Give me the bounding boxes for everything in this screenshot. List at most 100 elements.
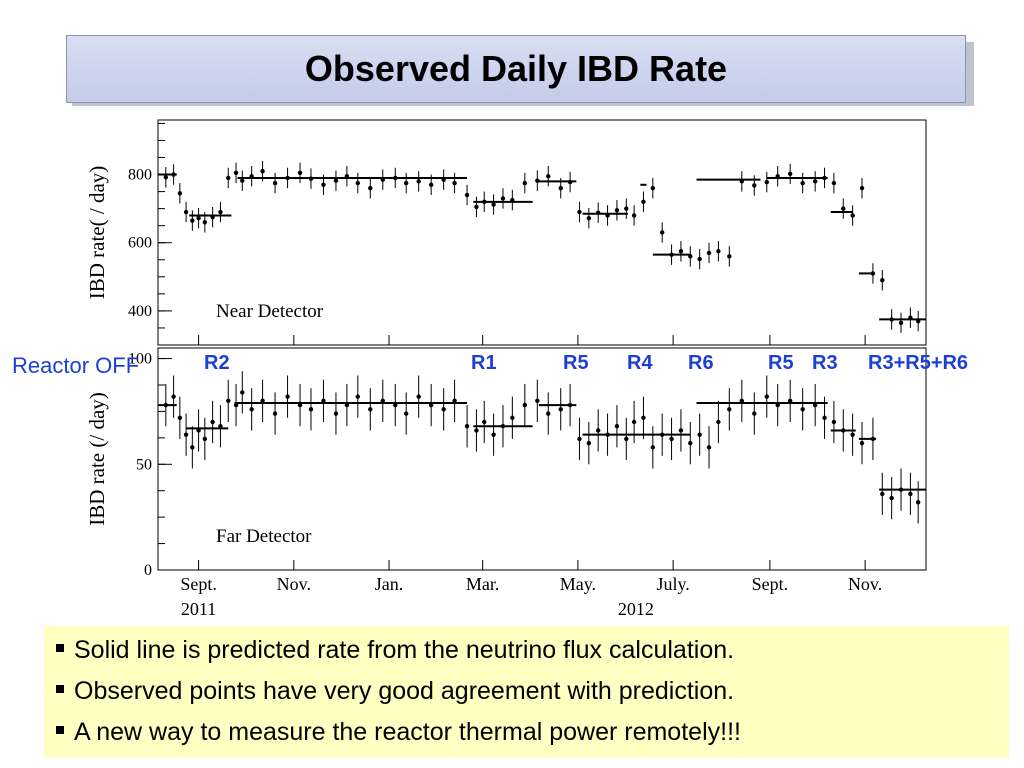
far-data-point bbox=[764, 394, 769, 399]
near-data-point bbox=[202, 220, 208, 225]
far-data-point bbox=[614, 424, 620, 429]
far-data-point bbox=[567, 402, 573, 408]
near-data-point bbox=[641, 199, 646, 205]
far-data-point bbox=[393, 402, 398, 408]
near-plot-frame bbox=[157, 119, 927, 346]
far-data-point bbox=[441, 407, 446, 412]
far-y-axis-label: IBD rate (/ day) bbox=[85, 392, 109, 526]
near-data-point bbox=[249, 174, 254, 179]
far-data-point bbox=[870, 436, 876, 442]
x-tick-label: Mar. bbox=[466, 574, 500, 594]
near-data-point bbox=[226, 175, 231, 181]
reactor-label-r2: R2 bbox=[204, 352, 230, 374]
near-data-point bbox=[321, 182, 326, 187]
x-tick-label: Nov. bbox=[277, 574, 311, 594]
far-data-point bbox=[586, 440, 592, 446]
near-data-point bbox=[678, 249, 684, 254]
far-data-point bbox=[202, 436, 208, 442]
bullet-item: Solid line is predicted rate from the ne… bbox=[56, 636, 734, 665]
near-data-point bbox=[171, 172, 176, 177]
far-data-point bbox=[716, 419, 721, 425]
x-tick-label: May. bbox=[560, 574, 596, 594]
far-data-point bbox=[464, 424, 470, 429]
far-data-point bbox=[285, 394, 290, 399]
far-data-point bbox=[822, 415, 827, 420]
far-data-point bbox=[226, 398, 231, 404]
near-data-point bbox=[614, 208, 620, 213]
near-data-point bbox=[546, 174, 551, 179]
near-data-point bbox=[522, 180, 528, 186]
far-data-point bbox=[659, 432, 665, 437]
near-data-point bbox=[428, 182, 434, 187]
near-data-point bbox=[605, 213, 610, 218]
x-axis-labels: Sept. Nov. Jan. Mar. May. July. Sept. Nov. 2011 2… bbox=[180, 574, 882, 619]
reactor-label-r4: R4 bbox=[627, 352, 653, 374]
far-data-point bbox=[249, 407, 254, 412]
far-data-point bbox=[558, 407, 563, 412]
far-detector-panel: 0 50 100 IBD rate (/ day) Far Detector bbox=[85, 347, 927, 579]
x-tick-label: Nov. bbox=[848, 574, 882, 594]
near-data-point bbox=[716, 249, 721, 254]
near-data-point bbox=[831, 180, 837, 186]
near-data-point bbox=[500, 196, 506, 201]
far-data-point bbox=[510, 415, 515, 420]
far-data-point bbox=[163, 402, 169, 408]
near-data-point bbox=[739, 179, 745, 184]
far-data-point bbox=[491, 432, 496, 437]
near-data-point bbox=[416, 179, 421, 184]
bullet-square-icon bbox=[56, 726, 64, 735]
title-banner: Observed Daily IBD Rate bbox=[66, 35, 966, 103]
near-data-point bbox=[190, 218, 195, 223]
far-data-point bbox=[631, 419, 637, 425]
year-label-2011: 2011 bbox=[181, 599, 216, 619]
far-data-point bbox=[859, 440, 865, 446]
near-data-point bbox=[812, 179, 818, 184]
near-data-point bbox=[706, 250, 712, 256]
near-y-axis-label: IBD rate( / day) bbox=[85, 166, 109, 300]
near-data-point bbox=[491, 202, 496, 207]
far-data-point bbox=[641, 415, 646, 420]
near-data-point bbox=[880, 278, 885, 283]
near-data-point bbox=[210, 214, 215, 220]
near-data-point bbox=[650, 185, 656, 191]
ibd-rate-chart: 400 600 800 IBD rate( / day) Near Detector 0… bbox=[85, 119, 927, 619]
near-data-point bbox=[764, 179, 769, 185]
near-data-point bbox=[344, 174, 350, 179]
far-data-point bbox=[706, 445, 712, 450]
far-data-point bbox=[380, 398, 385, 404]
far-data-point bbox=[500, 424, 506, 429]
reactor-label-off: Reactor OFF bbox=[12, 353, 140, 378]
far-data-point bbox=[535, 398, 540, 404]
bullet-text: A new way to measure the reactor thermal… bbox=[74, 718, 741, 746]
far-data-point bbox=[577, 436, 582, 442]
bullet-item: A new way to measure the reactor thermal… bbox=[56, 718, 741, 747]
near-y-tick-label: 400 bbox=[128, 303, 152, 320]
far-data-point bbox=[233, 402, 239, 408]
x-tick-label: Sept. bbox=[180, 574, 217, 594]
near-data-point bbox=[403, 180, 409, 186]
near-data-point bbox=[727, 254, 732, 259]
near-data-point bbox=[474, 204, 479, 210]
far-data-point bbox=[196, 428, 201, 433]
far-data-point bbox=[841, 428, 846, 433]
far-data-point bbox=[260, 398, 265, 404]
far-data-point bbox=[171, 394, 176, 399]
far-data-point bbox=[908, 491, 913, 497]
near-panel-title: Near Detector bbox=[216, 301, 324, 322]
far-data-point bbox=[546, 411, 551, 416]
far-data-point bbox=[297, 402, 303, 408]
far-data-point bbox=[344, 402, 350, 408]
near-data-point bbox=[355, 180, 361, 186]
near-data-point bbox=[380, 177, 385, 182]
far-data-point bbox=[218, 424, 223, 429]
far-data-point bbox=[190, 445, 195, 450]
near-data-point bbox=[800, 180, 805, 186]
near-data-point bbox=[272, 180, 278, 186]
near-data-point bbox=[697, 256, 702, 262]
far-y-tick-label: 0 bbox=[144, 562, 152, 579]
far-data-point bbox=[752, 411, 757, 416]
reactor-label-r6: R6 bbox=[688, 352, 714, 374]
near-data-point bbox=[240, 178, 245, 183]
near-data-point bbox=[308, 176, 314, 181]
reactor-label-r5: R5 bbox=[563, 352, 589, 374]
